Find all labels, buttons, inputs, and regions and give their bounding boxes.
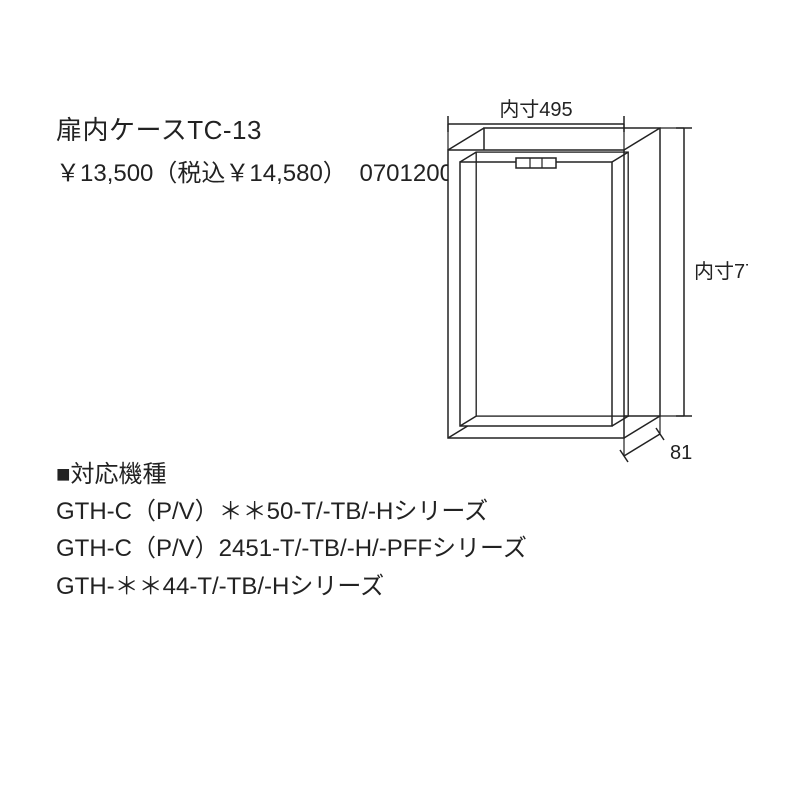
dimension-diagram: 内寸495 内寸770 81 xyxy=(408,96,748,512)
price-row: ￥13,500（税込￥14,580） 0701200 xyxy=(56,153,453,188)
svg-text:内寸495: 内寸495 xyxy=(499,98,572,121)
compatible-model-line: GTH-＊＊44-T/-TB/-Hシリーズ xyxy=(56,568,527,605)
product-title: 扉内ケースTC-13 xyxy=(56,110,453,147)
compatible-model-line: GTH-C（P/V）2451-T/-TB/-H/-PFFシリーズ xyxy=(56,530,527,567)
svg-text:内寸770: 内寸770 xyxy=(694,260,748,283)
product-header: 扉内ケースTC-13 ￥13,500（税込￥14,580） 0701200 xyxy=(56,110,453,188)
product-spec-panel: { "product": { "title": "扉内ケースTC-13", "p… xyxy=(0,0,800,800)
price-tax: （税込￥14,580） xyxy=(153,160,346,187)
svg-text:81: 81 xyxy=(670,442,692,464)
price: ￥13,500 xyxy=(56,160,153,187)
diagram-svg: 内寸495 内寸770 81 xyxy=(408,96,748,512)
